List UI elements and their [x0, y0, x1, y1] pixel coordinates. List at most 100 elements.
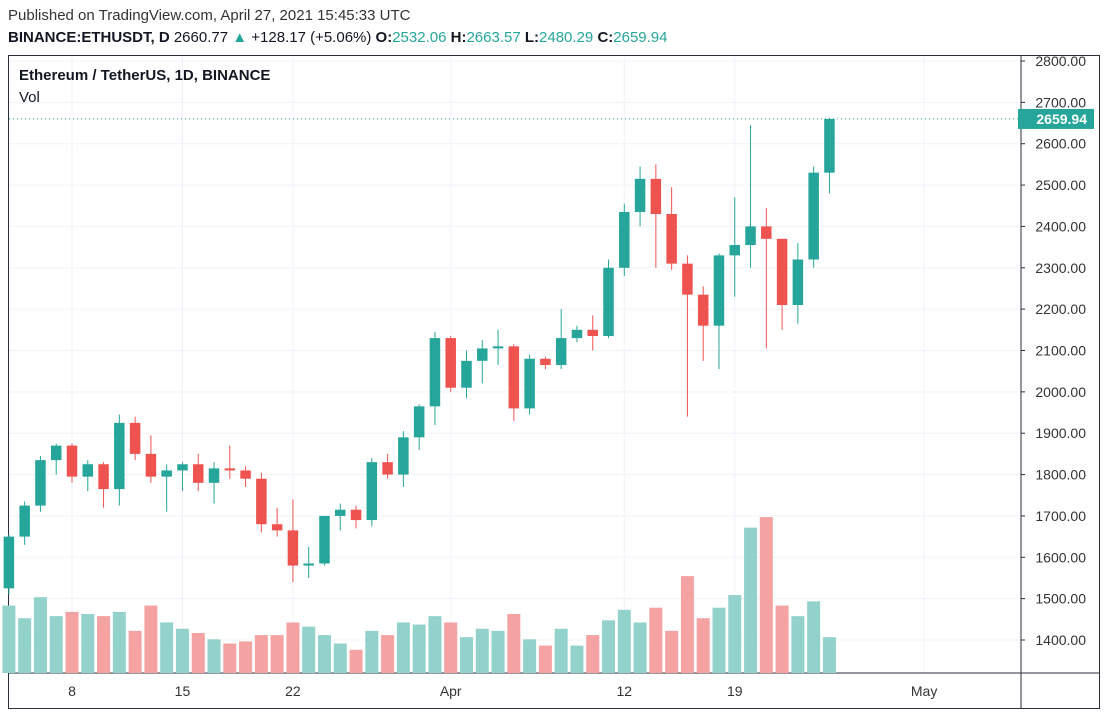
low-label: L:	[524, 29, 540, 46]
candle-body	[192, 464, 204, 483]
change-arrow-icon: ▲	[232, 29, 248, 46]
volume-bar	[460, 637, 473, 673]
close-value: 2659.94	[613, 29, 668, 46]
volume-bar	[728, 595, 742, 673]
low-value: 2480.29	[539, 29, 594, 46]
volume-bar	[617, 609, 631, 673]
symbol-label: BINANCE:ETHUSDT, D	[8, 29, 170, 46]
volume-bar	[775, 605, 789, 673]
volume-bar	[65, 611, 79, 673]
candle-body	[429, 338, 441, 407]
candle-body	[335, 509, 346, 516]
volume-bar	[112, 611, 126, 673]
candle-body	[682, 263, 693, 295]
volume-bar	[349, 649, 363, 673]
close-label: C:	[597, 29, 614, 46]
candle-body	[808, 172, 819, 260]
candle-body	[82, 464, 94, 477]
volume-bar	[333, 643, 347, 673]
candle-body	[271, 524, 283, 531]
open-label: O:	[375, 29, 393, 46]
volume-bar	[18, 618, 32, 673]
volume-bar	[759, 517, 773, 673]
volume-bar	[822, 637, 836, 673]
volume-bar	[633, 622, 647, 673]
volume-bar	[538, 645, 552, 673]
change-value: +128.17 (+5.06%)	[251, 29, 372, 46]
x-tick-label: 12	[617, 683, 633, 699]
chart-frame[interactable]	[8, 55, 1100, 709]
candle-body	[603, 267, 614, 337]
candle-body	[824, 118, 835, 173]
candle-body	[508, 346, 520, 409]
high-label: H:	[450, 29, 467, 46]
volume-bar	[444, 622, 458, 673]
volume-bar	[523, 639, 537, 673]
chart-legend-title: Ethereum / TetherUS, 1D, BINANCE	[19, 67, 271, 84]
last-price-badge	[1018, 108, 1094, 129]
candle-body	[114, 422, 125, 490]
candle-body	[98, 464, 109, 490]
volume-bar	[649, 607, 663, 673]
volume-bar	[491, 630, 505, 673]
volume-bar	[207, 639, 221, 673]
candle-body	[650, 178, 662, 215]
x-tick-label: 15	[175, 683, 191, 699]
y-tick-label: 1400.00	[1035, 632, 1086, 648]
volume-bar	[254, 635, 268, 673]
candle-body	[413, 406, 425, 438]
y-tick-label: 2400.00	[1035, 218, 1086, 234]
x-tick-label: 8	[68, 683, 76, 699]
volume-bar	[317, 635, 331, 673]
volume-bar	[602, 620, 616, 673]
y-tick-label: 2600.00	[1035, 136, 1086, 152]
candle-body	[3, 536, 15, 589]
volume-bar	[744, 527, 758, 673]
volume-legend: Vol	[19, 89, 40, 106]
volume-bar	[475, 628, 489, 673]
y-tick-label: 2100.00	[1035, 343, 1086, 359]
candle-body	[540, 358, 551, 365]
volume-bar	[807, 601, 821, 673]
candle-body	[492, 346, 504, 349]
volume-bar	[428, 616, 442, 673]
high-value: 2663.57	[466, 29, 521, 46]
volume-bar	[665, 630, 679, 673]
y-tick-label: 1600.00	[1035, 549, 1086, 565]
candle-body	[713, 255, 725, 326]
candle-body	[398, 437, 409, 475]
y-tick-label: 2500.00	[1035, 177, 1086, 193]
y-tick-label: 1700.00	[1035, 508, 1086, 524]
volume-bar	[191, 632, 205, 673]
volume-bar	[507, 614, 521, 673]
candle-body	[366, 462, 378, 521]
candle-body	[477, 348, 488, 361]
candle-body	[729, 245, 741, 256]
volume-bar	[302, 626, 316, 673]
candle-body	[208, 468, 220, 483]
volume-bar	[286, 622, 300, 673]
candle-body	[161, 470, 172, 477]
volume-bar	[33, 597, 47, 673]
candle-body	[634, 178, 646, 212]
candle-body	[666, 214, 677, 264]
volume-bar	[381, 635, 395, 673]
candle-body	[19, 505, 30, 537]
candle-body	[256, 478, 267, 525]
y-tick-label: 1800.00	[1035, 467, 1086, 483]
candle-body	[177, 464, 188, 471]
candle-body	[66, 445, 78, 477]
candle-body	[303, 563, 314, 566]
candle-body	[319, 515, 330, 564]
candle-body	[382, 462, 393, 475]
volume-bar	[2, 605, 16, 673]
candle-body	[224, 468, 236, 471]
candle-body	[240, 470, 251, 479]
x-tick-label: 22	[285, 683, 301, 699]
volume-bar	[160, 622, 174, 673]
volume-bar	[49, 616, 63, 673]
volume-bar	[144, 605, 158, 673]
candle-body	[587, 329, 598, 337]
candle-body	[571, 329, 583, 339]
